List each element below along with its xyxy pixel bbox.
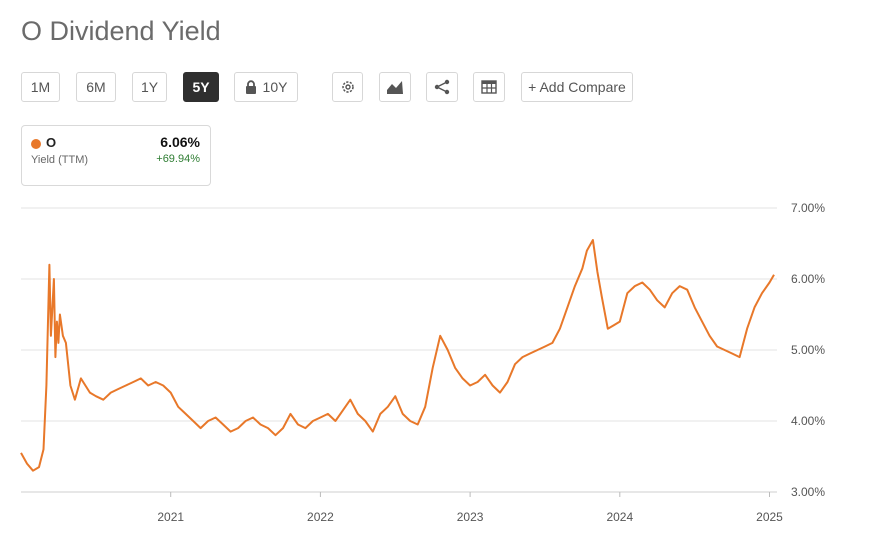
legend-metric: Yield (TTM) xyxy=(31,154,89,166)
x-tick-label: 2024 xyxy=(606,510,633,524)
y-tick-label: 4.00% xyxy=(791,414,825,428)
table-icon xyxy=(481,80,497,94)
y-tick-label: 3.00% xyxy=(791,485,825,499)
page-title: O Dividend Yield xyxy=(21,16,221,46)
range-button-5y[interactable]: 5Y xyxy=(183,72,219,102)
lock-icon xyxy=(245,79,257,95)
x-axis: 2021 2022 2023 2024 2025 xyxy=(157,492,783,524)
chart-grid xyxy=(21,207,777,493)
y-tick-label: 6.00% xyxy=(791,272,825,286)
settings-button[interactable] xyxy=(332,72,363,102)
range-label: 5Y xyxy=(192,79,210,95)
add-compare-button[interactable]: + Add Compare xyxy=(521,72,633,102)
range-button-1m[interactable]: 1M xyxy=(21,72,60,102)
add-compare-label: + Add Compare xyxy=(528,79,626,95)
series-line-o xyxy=(20,239,775,472)
share-icon xyxy=(434,79,450,95)
legend-ticker: O xyxy=(46,135,57,150)
range-label: 1M xyxy=(30,79,51,95)
y-axis: 3.00% 4.00% 5.00% 6.00% 7.00% xyxy=(791,201,825,499)
legend-value: 6.06% xyxy=(160,134,200,150)
y-tick-label: 5.00% xyxy=(791,343,825,357)
series-legend-card: O 6.06% Yield (TTM) +69.94% xyxy=(21,125,211,186)
range-button-6m[interactable]: 6M xyxy=(76,72,116,102)
x-tick-label: 2021 xyxy=(157,510,184,524)
chart-type-button[interactable] xyxy=(379,72,411,102)
series-color-dot xyxy=(31,139,41,149)
x-tick-label: 2022 xyxy=(307,510,334,524)
x-tick-label: 2023 xyxy=(457,510,484,524)
range-button-1y[interactable]: 1Y xyxy=(132,72,167,102)
x-tick-label: 2025 xyxy=(756,510,783,524)
y-tick-label: 7.00% xyxy=(791,201,825,215)
range-button-10y[interactable]: 10Y xyxy=(234,72,298,102)
chart-series xyxy=(20,239,775,472)
share-button[interactable] xyxy=(426,72,458,102)
range-label: 1Y xyxy=(140,79,159,95)
chart-type-icon xyxy=(386,79,404,95)
range-label: 6M xyxy=(86,79,106,95)
yield-line-chart[interactable]: 3.00%4.00%5.00%6.00%7.00% 2021 2022 2023 20… xyxy=(0,190,879,554)
legend-change: +69.94% xyxy=(156,153,200,165)
range-label: 10Y xyxy=(262,79,288,95)
table-button[interactable] xyxy=(473,72,505,102)
gear-icon xyxy=(340,79,356,95)
